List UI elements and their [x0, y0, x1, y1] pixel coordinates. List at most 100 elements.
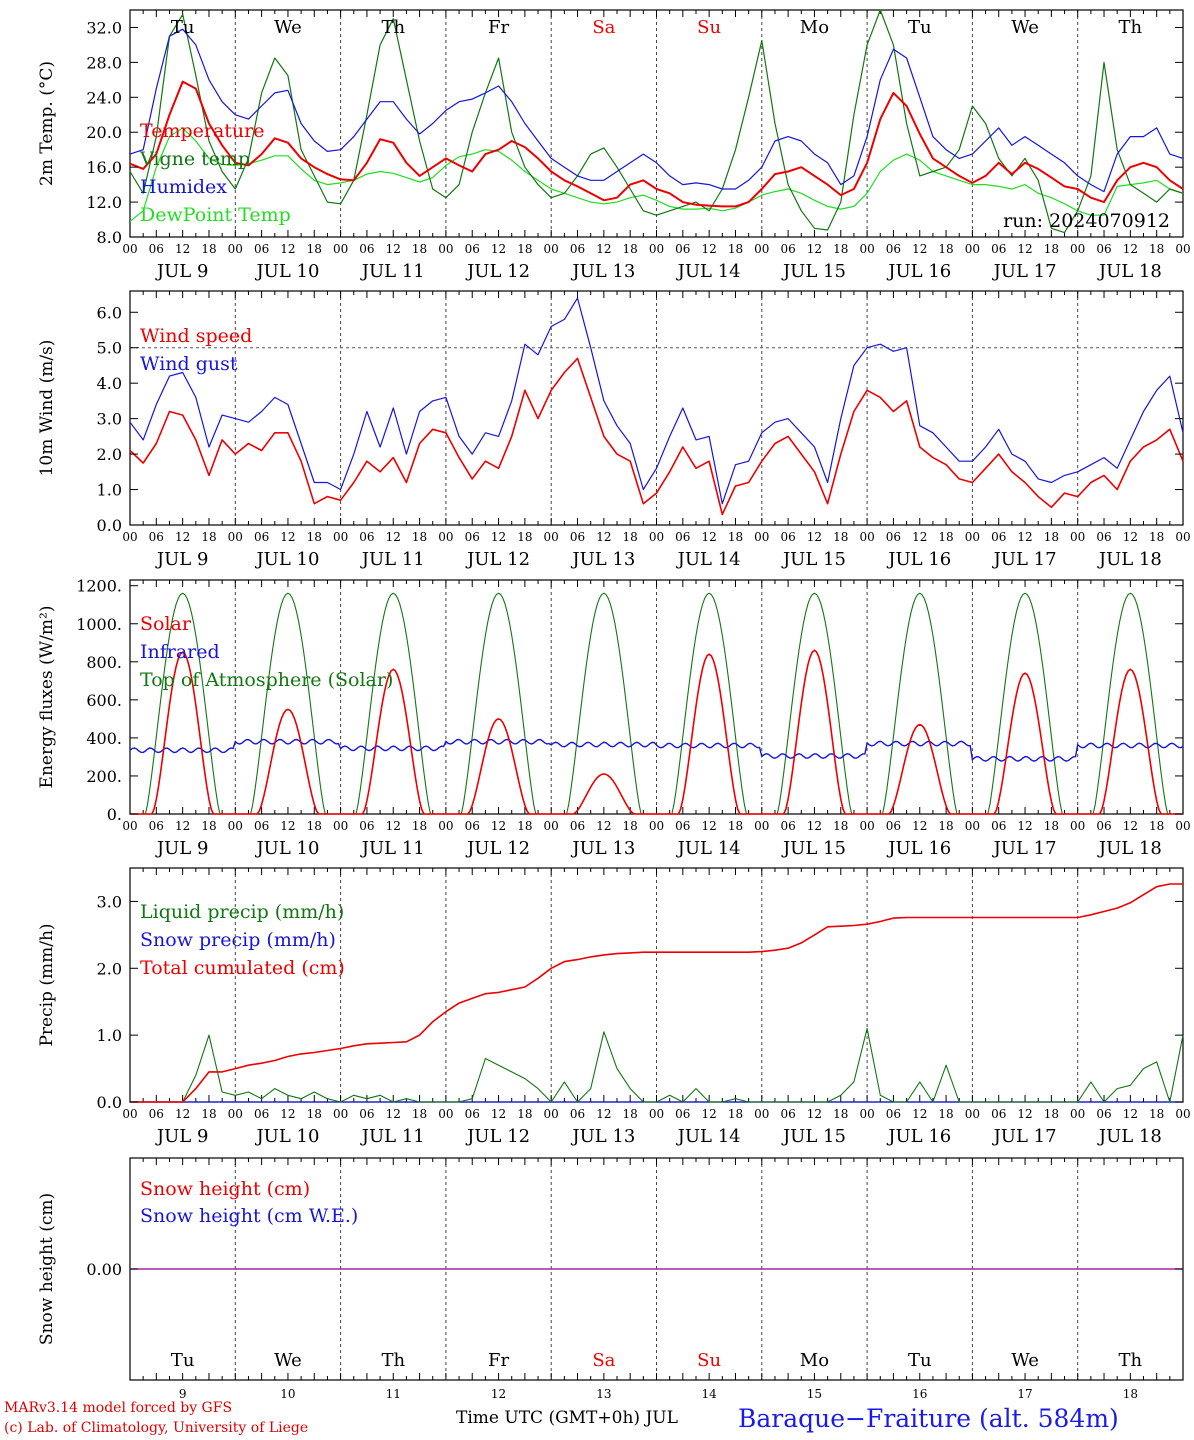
- day-label: JUL 9: [155, 838, 209, 859]
- x-tick-label: 00: [122, 819, 137, 833]
- x-tick-label: 12: [1017, 1107, 1032, 1121]
- x-tick-label: 18: [623, 819, 638, 833]
- x-tick-label: 12: [175, 819, 190, 833]
- legend-blue: Humidex: [140, 176, 227, 198]
- x-tick-label: 00: [1070, 530, 1085, 544]
- x-tick-label: 18: [307, 242, 322, 256]
- day-label: JUL 10: [254, 261, 319, 282]
- x-tick-label: 06: [886, 1107, 901, 1121]
- series-dewpoint-temp: [129, 127, 1184, 222]
- x-tick-label: 00: [122, 242, 137, 256]
- x-tick-label: 06: [465, 1107, 480, 1121]
- x-tick-label: 12: [386, 819, 401, 833]
- series-infrared: [129, 738, 1184, 762]
- weekday-label: We: [1011, 17, 1039, 38]
- legend-blue: Infrared: [140, 641, 220, 663]
- panel-frame-2: [129, 290, 1184, 526]
- x-tick-label: 06: [991, 530, 1006, 544]
- x-tick-label: 00: [859, 530, 874, 544]
- day-label: JUL 10: [254, 1126, 319, 1147]
- x-tick-label: 18: [201, 819, 216, 833]
- x-tick-label: 12: [280, 530, 295, 544]
- legend-green: Vigne temp: [139, 148, 250, 170]
- series-temperature: [129, 80, 1184, 208]
- legend-blue: Snow precip (mm/h): [140, 929, 336, 951]
- x-tick-label: 18: [201, 1107, 216, 1121]
- day-number: 11: [386, 1387, 401, 1401]
- x-tick-label: 12: [912, 530, 927, 544]
- x-tick-label: 18: [623, 530, 638, 544]
- legend-red: Solar: [140, 613, 192, 635]
- weekday-label: Mo: [800, 17, 829, 38]
- day-label: JUL 15: [781, 261, 846, 282]
- day-number: 18: [1123, 1387, 1138, 1401]
- x-tick-label: 06: [886, 242, 901, 256]
- x-tick-label: 12: [386, 242, 401, 256]
- day-label: JUL 12: [465, 549, 530, 570]
- x-tick-label: 18: [938, 242, 953, 256]
- x-tick-label: 06: [254, 1107, 269, 1121]
- x-tick-label: 12: [596, 530, 611, 544]
- day-label: JUL 17: [992, 549, 1057, 570]
- day-label: JUL 16: [886, 261, 951, 282]
- weekday-label: Su: [697, 1350, 721, 1371]
- y-tick-label: 2.0: [97, 959, 122, 978]
- x-tick-label: 12: [175, 242, 190, 256]
- x-tick-label: 12: [807, 1107, 822, 1121]
- day-label: JUL 11: [360, 838, 425, 859]
- x-tick-label: 00: [965, 242, 980, 256]
- day-label: JUL 15: [781, 838, 846, 859]
- y-tick-label: 800.: [86, 653, 122, 672]
- y-tick-label: 0.00: [86, 1260, 122, 1279]
- y-axis: 0.0 1.0 2.0 3.0 Precip (mm/h): [37, 892, 1183, 1112]
- x-tick-label: 00: [649, 1107, 664, 1121]
- day-label: JUL 14: [676, 838, 741, 859]
- x-tick-label: 06: [886, 530, 901, 544]
- y-tick-label: 200.: [86, 767, 122, 786]
- x-tick-label: 12: [1123, 1107, 1138, 1121]
- series-wind-gust: [129, 297, 1184, 505]
- x-tick-label: 18: [728, 530, 743, 544]
- x-tick-label: 12: [280, 819, 295, 833]
- day-label: JUL 17: [992, 261, 1057, 282]
- legend-lightgreen: DewPoint Temp: [140, 204, 291, 226]
- x-tick-label: 00: [754, 1107, 769, 1121]
- x-axis-labels: 00 06 12 18 JUL 9 00 06 12 18 JUL 10 00 06 12 18 JUL 1…: [122, 530, 1190, 570]
- x-tick-label: 12: [912, 1107, 927, 1121]
- x-tick-label: 18: [728, 819, 743, 833]
- day-label: JUL 15: [781, 1126, 846, 1147]
- day-label: JUL 13: [570, 1126, 635, 1147]
- y-axis-label: 2m Temp. (°C): [37, 61, 57, 186]
- x-tick-label: 12: [175, 530, 190, 544]
- x-tick-label: 00: [544, 1107, 559, 1121]
- day-label: JUL 17: [992, 838, 1057, 859]
- y-tick-label: 3.0: [97, 892, 122, 911]
- x-tick-label: 00: [754, 530, 769, 544]
- x-tick-label: 06: [675, 242, 690, 256]
- weekday-label: Th: [381, 17, 405, 38]
- x-tick-label: 18: [1044, 530, 1059, 544]
- x-tick-label: 12: [912, 819, 927, 833]
- x-tick-label: 18: [1044, 819, 1059, 833]
- legend: Solar Infrared Top of Atmosphere (Solar): [140, 613, 393, 691]
- day-label: JUL 14: [676, 261, 741, 282]
- x-tick-label: 06: [675, 1107, 690, 1121]
- day-label: JUL 18: [1097, 261, 1162, 282]
- x-tick-label: 00: [544, 819, 559, 833]
- series-wind-speed: [129, 357, 1184, 516]
- x-tick-label: 06: [886, 819, 901, 833]
- legend-red: Temperature: [140, 120, 264, 142]
- legend-green: Top of Atmosphere (Solar): [140, 669, 393, 691]
- x-tick-label: 12: [596, 819, 611, 833]
- y-tick-label: 32.0: [86, 18, 122, 37]
- x-tick-label: 12: [807, 819, 822, 833]
- day-label: JUL 12: [465, 838, 530, 859]
- x-tick-label: 00: [965, 530, 980, 544]
- legend: Temperature Vigne temp Humidex DewPoint Tem…: [139, 120, 291, 226]
- x-tick-label: 18: [833, 530, 848, 544]
- x-tick-label: 00: [859, 242, 874, 256]
- x-tick-label: 12: [702, 819, 717, 833]
- x-tick-label: 06: [254, 819, 269, 833]
- x-tick-label: 18: [201, 530, 216, 544]
- day-number: 13: [596, 1387, 611, 1401]
